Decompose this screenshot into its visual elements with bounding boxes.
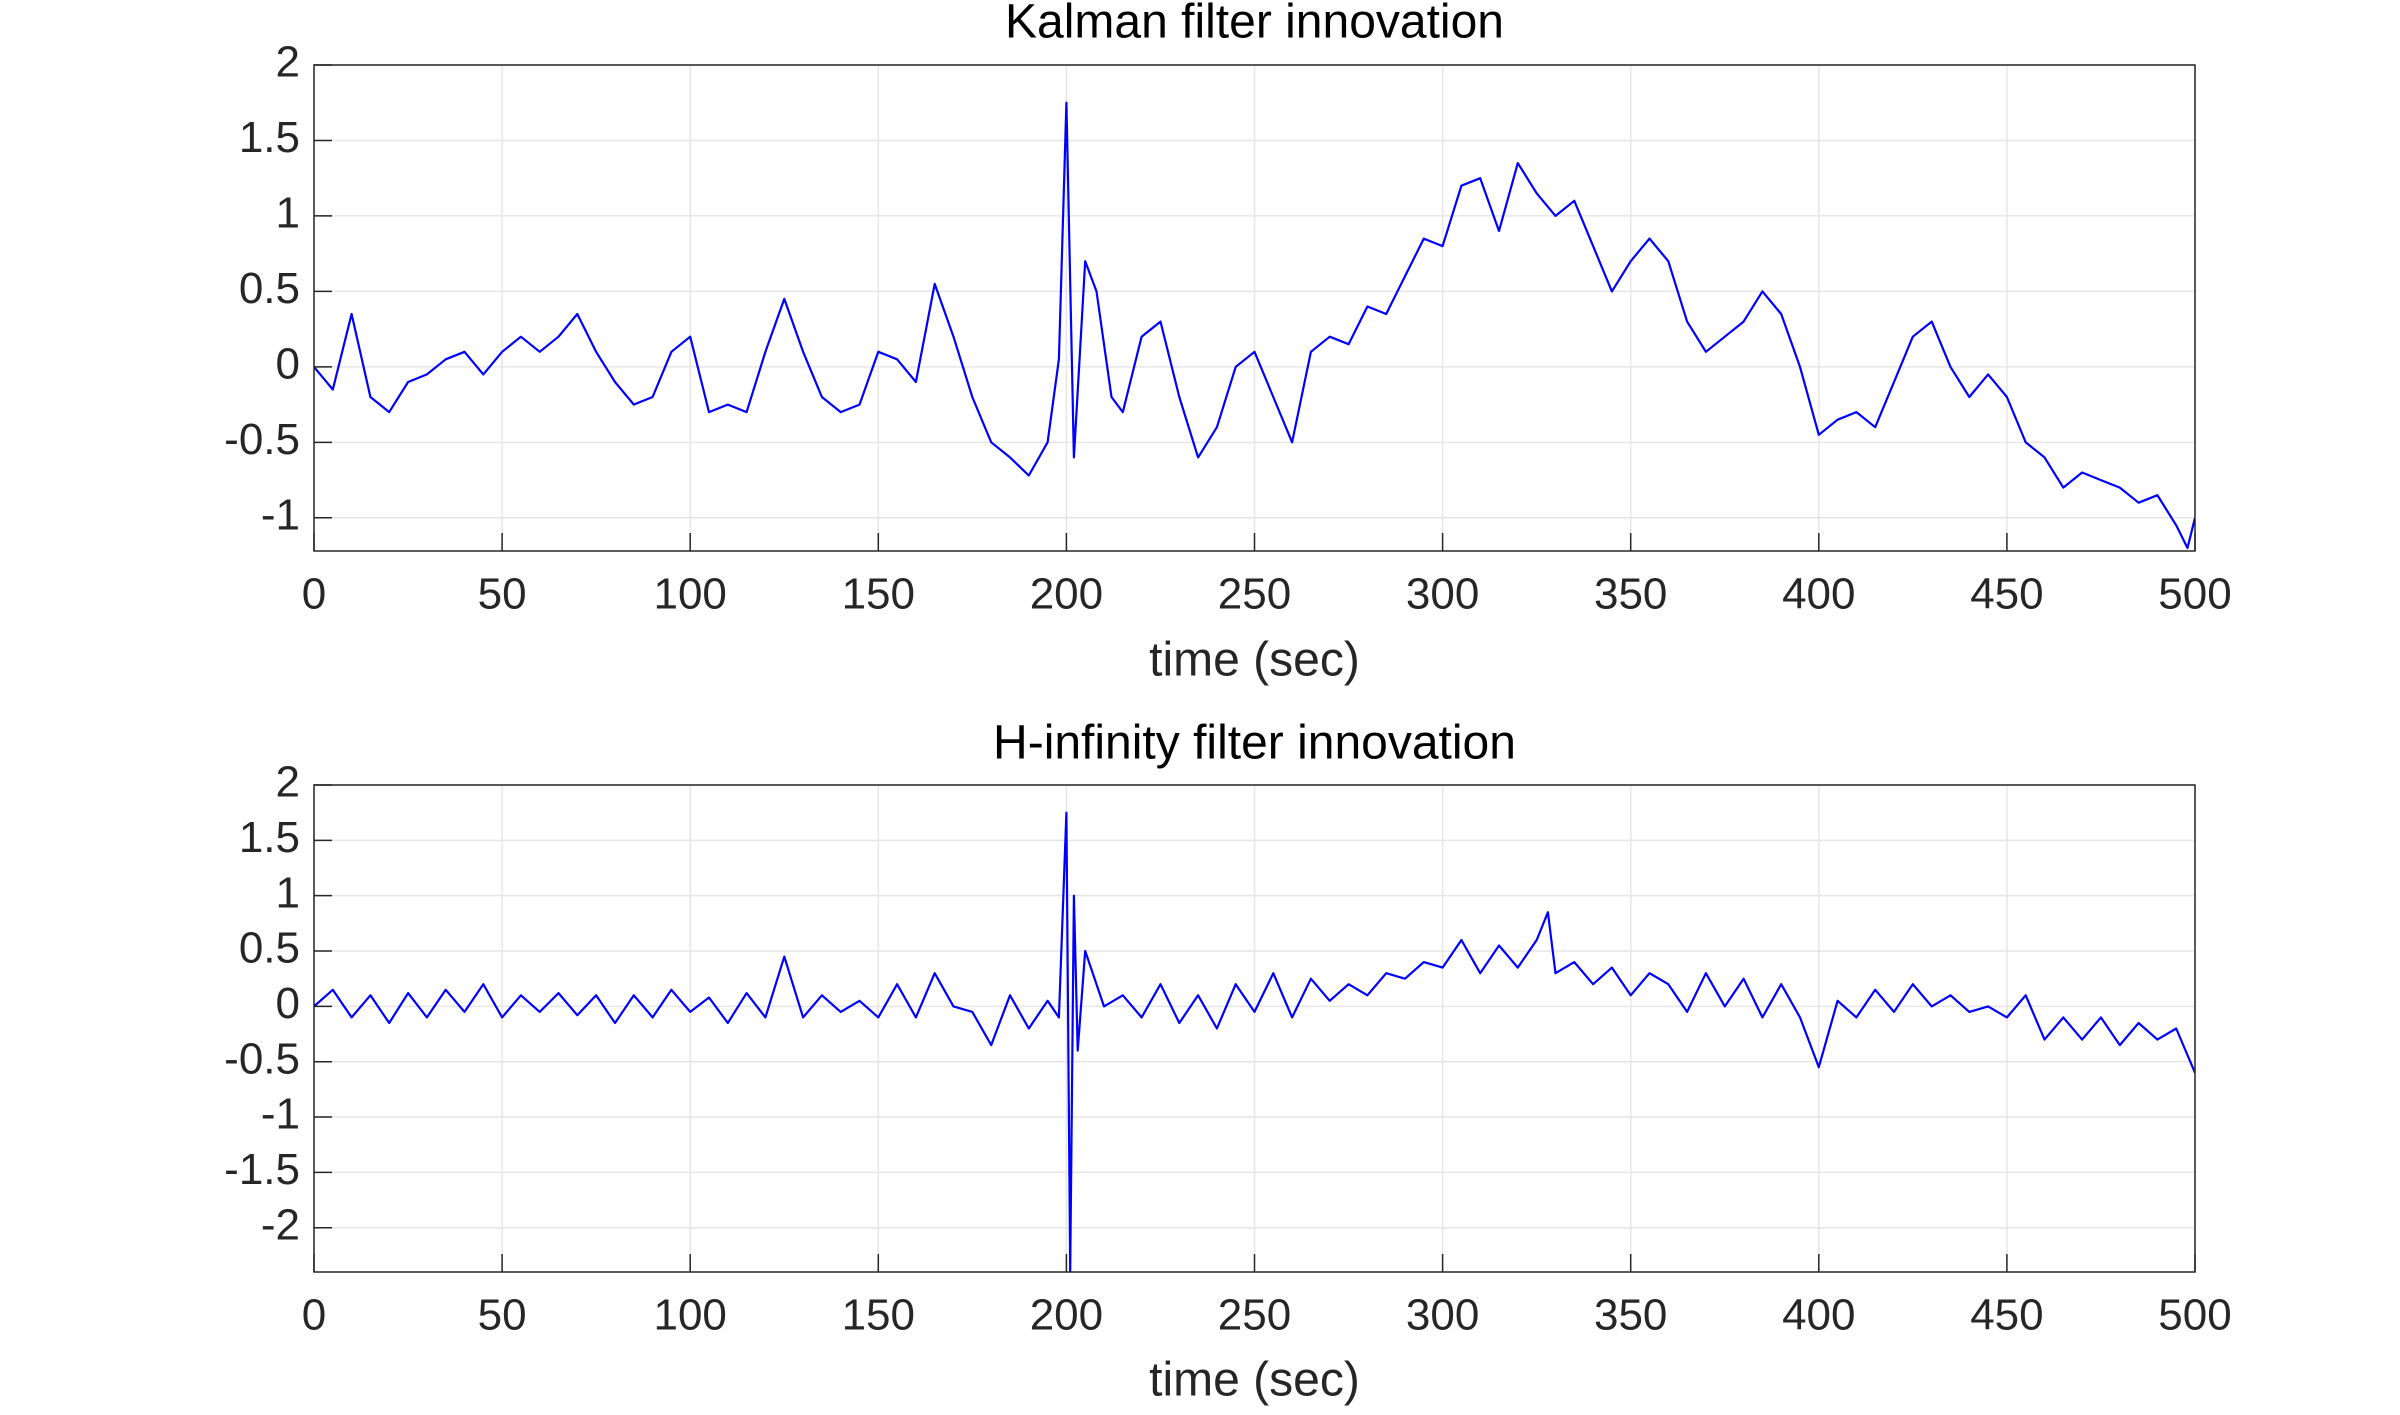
x-tick-label: 450	[1970, 570, 2043, 619]
chart-title: Kalman filter innovation	[1005, 0, 1504, 49]
axis-box	[313, 64, 2196, 552]
x-tick-label: 200	[1030, 1291, 1103, 1340]
y-tick-label: 1	[276, 189, 300, 238]
x-tick-label: 100	[653, 1291, 726, 1340]
data-line	[314, 101, 2195, 550]
x-tick-label: 100	[653, 570, 726, 619]
x-tick-label: 250	[1218, 570, 1291, 619]
x-tick-label: 50	[478, 570, 527, 619]
y-tick-label: 2	[276, 38, 300, 87]
x-tick-label: 450	[1970, 1291, 2043, 1340]
data-line	[314, 811, 2195, 1272]
x-tick-label: 50	[478, 1291, 527, 1340]
y-tick-label: 0.5	[239, 924, 300, 973]
x-tick-label: 500	[2158, 570, 2231, 619]
y-tick-label: -1.5	[224, 1145, 300, 1194]
x-tick-label: 250	[1218, 1291, 1291, 1340]
y-tick-label: 1.5	[239, 813, 300, 862]
chart-title: H-infinity filter innovation	[993, 717, 1516, 770]
y-tick-label: 1.5	[239, 113, 300, 162]
x-tick-label: 400	[1782, 1291, 1855, 1340]
x-tick-label: 150	[842, 1291, 915, 1340]
x-tick-label: 300	[1406, 570, 1479, 619]
x-tick-label: 350	[1594, 1291, 1667, 1340]
x-tick-label: 0	[302, 570, 326, 619]
x-axis-label: time (sec)	[1149, 634, 1360, 687]
x-tick-label: 300	[1406, 1291, 1479, 1340]
y-tick-label: 1	[276, 868, 300, 917]
y-tick-label: 2	[276, 758, 300, 807]
x-axis-label: time (sec)	[1149, 1354, 1360, 1407]
y-tick-label: -1	[261, 1090, 300, 1139]
x-tick-label: 150	[842, 570, 915, 619]
y-tick-label: 0	[276, 339, 300, 388]
x-tick-label: 350	[1594, 570, 1667, 619]
axis-box	[313, 784, 2196, 1273]
x-tick-label: 500	[2158, 1291, 2231, 1340]
x-tick-label: 200	[1030, 570, 1103, 619]
x-tick-label: 400	[1782, 570, 1855, 619]
y-tick-label: -0.5	[224, 1034, 300, 1083]
y-tick-label: -2	[261, 1200, 300, 1249]
y-tick-label: 0	[276, 979, 300, 1028]
x-tick-label: 0	[302, 1291, 326, 1340]
y-tick-label: -0.5	[224, 415, 300, 464]
y-tick-label: 0.5	[239, 264, 300, 313]
y-tick-label: -1	[261, 490, 300, 539]
